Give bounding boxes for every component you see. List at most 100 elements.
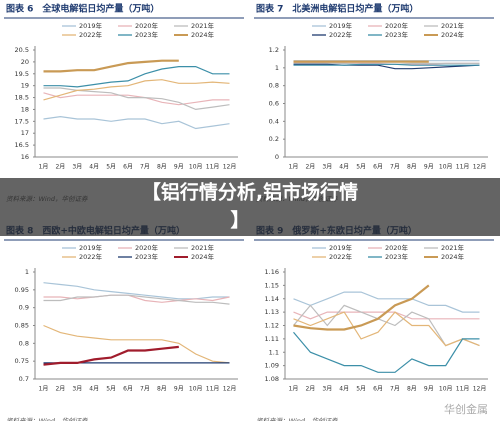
series-line	[293, 63, 480, 66]
x-tick-label: 6月	[123, 164, 133, 171]
x-tick-label: 7月	[390, 164, 400, 171]
legend-label: 2020年	[135, 243, 159, 252]
x-tick-label: 8月	[157, 164, 167, 171]
y-tick-label: 0.8	[269, 82, 279, 90]
x-tick-label: 11月	[206, 164, 220, 171]
legend-label: 2024年	[191, 30, 215, 39]
y-tick-label: 0.8	[19, 339, 29, 347]
overlay-title: 【铝行情分析,铝市场行情	[142, 181, 358, 204]
series-line	[43, 92, 230, 106]
series-line	[43, 59, 179, 73]
legend-label: 2021年	[191, 21, 215, 30]
x-tick-label: 8月	[157, 386, 167, 393]
x-tick-label: 1月	[39, 164, 49, 171]
y-tick-label: 1.08	[265, 375, 279, 383]
legend-label: 2021年	[441, 21, 465, 30]
x-tick-label: 12月	[223, 164, 237, 171]
x-tick-label: 7月	[140, 386, 150, 393]
y-tick-label: 0.7	[19, 375, 29, 383]
legend-label: 2022年	[79, 252, 103, 261]
y-tick-label: 1	[25, 268, 29, 276]
x-tick-label: 11月	[206, 386, 220, 393]
y-tick-label: 1	[275, 64, 279, 72]
legend-label: 2019年	[329, 21, 353, 30]
y-tick-label: 17	[21, 129, 29, 137]
y-tick-label: 0.2	[269, 135, 279, 143]
y-tick-label: 20.5	[15, 46, 29, 54]
y-tick-label: 0.4	[269, 117, 279, 125]
x-tick-label: 2月	[305, 164, 315, 171]
y-tick-label: 0.6	[269, 100, 279, 108]
x-tick-label: 3月	[72, 386, 82, 393]
legend-label: 2024年	[441, 252, 465, 261]
x-tick-label: 8月	[407, 164, 417, 171]
y-tick-label: 1.15	[265, 281, 279, 289]
y-tick-label: 0.9	[19, 304, 29, 312]
overlay-title: 】	[230, 209, 249, 232]
series-line	[293, 284, 430, 331]
y-tick-label: 1.1	[269, 348, 279, 356]
x-tick-label: 11月	[456, 386, 470, 393]
y-tick-label: 19.5	[15, 70, 29, 78]
x-tick-label: 6月	[373, 386, 383, 393]
y-tick-label: 17.5	[15, 117, 29, 125]
y-tick-label: 18	[21, 105, 29, 113]
series-line	[43, 79, 230, 101]
x-tick-label: 1月	[39, 386, 49, 393]
x-tick-label: 4月	[89, 386, 99, 393]
x-tick-label: 3月	[322, 386, 332, 393]
legend-label: 2022年	[79, 30, 103, 39]
source-note: 资料来源：Wind，华创证券	[6, 417, 88, 421]
x-tick-label: 9月	[424, 386, 434, 393]
x-tick-label: 7月	[390, 386, 400, 393]
y-tick-label: 16	[21, 153, 29, 161]
series-line	[293, 291, 480, 313]
series-line	[293, 311, 480, 347]
y-tick-label: 1.16	[265, 268, 279, 276]
x-tick-label: 5月	[106, 386, 116, 393]
legend-label: 2024年	[191, 252, 215, 261]
legend-label: 2023年	[135, 252, 159, 261]
x-tick-label: 9月	[424, 164, 434, 171]
x-tick-label: 4月	[339, 164, 349, 171]
x-tick-label: 12月	[223, 386, 237, 393]
chart-title: 图表 7 北美洲电解铝日均产量（万吨）	[256, 3, 418, 15]
x-tick-label: 5月	[356, 386, 366, 393]
legend-label: 2024年	[441, 30, 465, 39]
x-tick-label: 10月	[189, 386, 203, 393]
y-tick-label: 1.09	[265, 362, 279, 370]
x-tick-label: 2月	[55, 164, 65, 171]
x-tick-label: 1月	[289, 386, 299, 393]
legend-label: 2021年	[441, 243, 465, 252]
y-tick-label: 0.95	[15, 286, 29, 294]
legend-label: 2021年	[191, 243, 215, 252]
x-tick-label: 2月	[305, 386, 315, 393]
x-tick-label: 9月	[174, 164, 184, 171]
x-tick-label: 10月	[189, 164, 203, 171]
y-tick-label: 20	[21, 58, 29, 66]
series-line	[43, 115, 230, 130]
series-line	[293, 331, 480, 373]
legend-label: 2023年	[385, 252, 409, 261]
x-tick-label: 10月	[439, 164, 453, 171]
x-tick-label: 5月	[106, 164, 116, 171]
legend-label: 2019年	[329, 243, 353, 252]
legend-label: 2023年	[385, 30, 409, 39]
series-line	[43, 87, 230, 111]
y-tick-label: 1.11	[265, 335, 279, 343]
overlay-band	[0, 178, 500, 236]
x-tick-label: 5月	[356, 164, 366, 171]
legend-label: 2020年	[385, 243, 409, 252]
y-tick-label: 0.85	[15, 322, 29, 330]
y-tick-label: 0	[275, 153, 279, 161]
series-line	[43, 324, 230, 364]
y-tick-label: 1.12	[265, 322, 279, 330]
legend-label: 2020年	[135, 21, 159, 30]
y-tick-label: 18.5	[15, 94, 29, 102]
legend-label: 2022年	[329, 30, 353, 39]
x-tick-label: 4月	[339, 386, 349, 393]
x-tick-label: 8月	[407, 386, 417, 393]
x-tick-label: 2月	[55, 386, 65, 393]
